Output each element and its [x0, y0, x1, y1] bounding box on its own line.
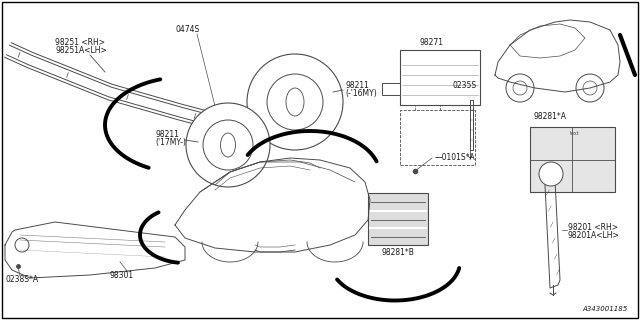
Text: 98251 <RH>: 98251 <RH>: [55, 38, 105, 47]
Text: text: text: [570, 131, 580, 136]
Text: 98201A<LH>: 98201A<LH>: [568, 231, 620, 240]
Text: 98271: 98271: [420, 38, 444, 47]
Bar: [368, 193, 428, 245]
Text: 0474S: 0474S: [175, 25, 199, 34]
Bar: [530, 127, 615, 192]
Ellipse shape: [221, 133, 236, 157]
Circle shape: [267, 74, 323, 130]
Text: 98281*A: 98281*A: [533, 112, 566, 121]
Text: 98211: 98211: [155, 130, 179, 139]
Text: A343001185: A343001185: [583, 306, 628, 312]
Bar: [400, 110, 475, 165]
Text: 98301: 98301: [110, 271, 134, 280]
Circle shape: [15, 238, 29, 252]
Text: 98211: 98211: [345, 81, 369, 90]
Circle shape: [539, 162, 563, 186]
Text: —0101S*A: —0101S*A: [435, 153, 476, 162]
Circle shape: [203, 120, 253, 170]
Text: 98251A<LH>: 98251A<LH>: [55, 46, 107, 55]
Bar: [382, 83, 400, 95]
Text: 98281*B: 98281*B: [381, 248, 415, 257]
Circle shape: [506, 74, 534, 102]
Circle shape: [583, 81, 597, 95]
Circle shape: [247, 54, 343, 150]
Circle shape: [513, 81, 527, 95]
Text: 98201 <RH>: 98201 <RH>: [568, 223, 618, 232]
Text: 0235S: 0235S: [453, 81, 477, 90]
Ellipse shape: [286, 88, 304, 116]
Text: ('17MY-): ('17MY-): [155, 138, 186, 147]
Text: 0238S*A: 0238S*A: [5, 275, 38, 284]
Circle shape: [186, 103, 270, 187]
Circle shape: [576, 74, 604, 102]
Bar: [400, 50, 480, 105]
Text: (-'16MY): (-'16MY): [345, 89, 377, 98]
